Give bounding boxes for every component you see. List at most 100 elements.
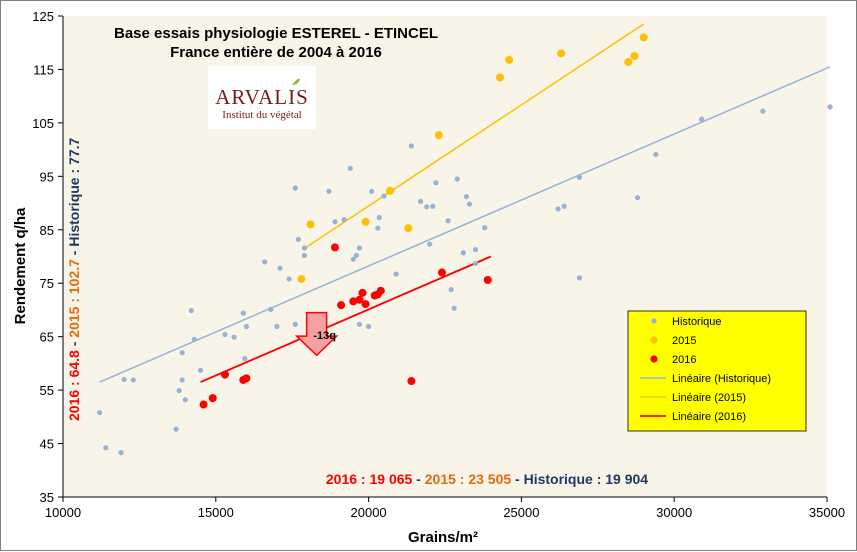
data-point: [424, 204, 430, 210]
data-point: [433, 180, 439, 186]
data-point: [356, 245, 363, 251]
data-point: [326, 188, 332, 194]
bottom-annotation-2015: 2015 : 23 505: [425, 471, 512, 487]
trendlines: [99, 23, 831, 383]
logo-sub-text: Institut du végétal: [222, 109, 301, 121]
bottom-annotation-2016: 2016 : 19 065: [326, 471, 413, 487]
data-point: [483, 276, 492, 285]
data-point: [760, 108, 766, 114]
data-point: [356, 321, 363, 327]
bottom-annotation-sep: -: [412, 471, 424, 487]
data-point: [496, 73, 505, 82]
data-point: [179, 377, 185, 383]
y-tick-label: 115: [33, 62, 54, 77]
data-point: [301, 245, 308, 251]
x-tick-label: 35000: [809, 505, 845, 520]
data-point: [240, 310, 246, 316]
legend-label: Historique: [672, 316, 722, 328]
data-point: [430, 203, 436, 209]
y-tick-label: 95: [40, 169, 54, 184]
data-point: [242, 355, 248, 362]
data-point: [188, 307, 194, 314]
data-point: [472, 260, 479, 267]
data-point: [179, 350, 185, 356]
trendline: [99, 66, 831, 383]
data-point: [437, 268, 446, 277]
legend-label: Linéaire (Historique): [672, 373, 771, 385]
y-tick-label: 55: [40, 383, 54, 398]
data-point: [277, 265, 283, 271]
vertical-annotation-historique: - Historique : 77.7: [66, 138, 82, 260]
legend-marker: [651, 318, 657, 324]
vertical-annotation-sep: -: [66, 338, 82, 350]
arvalis-logo: ARVALIS Institut du végétal: [208, 66, 316, 129]
x-tick-label: 25000: [503, 505, 539, 520]
data-point: [197, 367, 204, 373]
data-point: [262, 259, 268, 265]
data-point: [463, 194, 469, 200]
x-tick-label: 10000: [45, 505, 81, 520]
arrow-label: -13q: [313, 330, 336, 342]
legend-marker: [650, 355, 658, 363]
data-point: [407, 377, 416, 386]
legend-label: Linéaire (2016): [672, 411, 746, 423]
data-point: [332, 219, 338, 225]
data-point: [369, 188, 375, 194]
logo-main-text: ARVALIS: [215, 85, 309, 109]
data-point: [451, 305, 457, 311]
data-point: [376, 214, 382, 221]
chart-subtitle: France entière de 2004 à 2016: [170, 44, 382, 61]
data-point: [417, 198, 424, 205]
data-point: [381, 193, 387, 199]
y-tick-label: 45: [40, 437, 54, 452]
bottom-annotation: 2016 : 19 065 - 2015 : 23 505 - Historiq…: [326, 471, 648, 487]
data-point: [376, 286, 385, 295]
legend: Historique 2015 2016 Linéaire (Historique) L…: [627, 310, 807, 432]
legend-box: [627, 310, 807, 432]
data-point: [639, 33, 648, 42]
data-point: [653, 151, 659, 158]
data-points: [97, 33, 833, 456]
y-tick-label: 75: [40, 276, 54, 291]
data-point: [454, 176, 460, 182]
data-point: [222, 331, 228, 338]
data-point: [576, 174, 583, 181]
data-point: [243, 323, 249, 330]
data-point: [460, 250, 466, 256]
data-point: [434, 131, 443, 140]
data-point: [472, 246, 479, 253]
data-point: [118, 450, 124, 456]
legend-items: Historique 2015 2016 Linéaire (Historique) L…: [640, 316, 771, 423]
data-point: [358, 288, 367, 297]
data-point: [347, 165, 353, 171]
bottom-annotation-historique: - Historique : 19 904: [511, 471, 648, 487]
trendline: [304, 23, 645, 250]
data-point: [349, 297, 358, 306]
data-point: [827, 104, 833, 110]
data-point: [301, 252, 308, 259]
data-point: [220, 370, 229, 379]
data-point: [274, 323, 280, 330]
data-point: [341, 217, 347, 223]
data-point: [350, 256, 356, 262]
y-tick-label: 105: [32, 116, 54, 131]
data-point: [182, 397, 188, 403]
data-point: [385, 186, 394, 195]
data-point: [130, 377, 136, 383]
data-point: [306, 220, 315, 229]
down-arrow-icon: [294, 311, 339, 357]
data-point: [231, 334, 237, 340]
data-point: [393, 271, 399, 277]
y-tick-label: 85: [40, 223, 54, 238]
data-point: [624, 57, 633, 66]
x-tick-label: 20000: [351, 505, 387, 520]
data-point: [634, 195, 641, 201]
legend-marker: [650, 336, 658, 344]
data-point: [630, 52, 639, 61]
data-point: [366, 323, 372, 330]
x-tick-label: 30000: [656, 505, 692, 520]
data-point: [408, 143, 414, 149]
data-point: [505, 55, 514, 64]
